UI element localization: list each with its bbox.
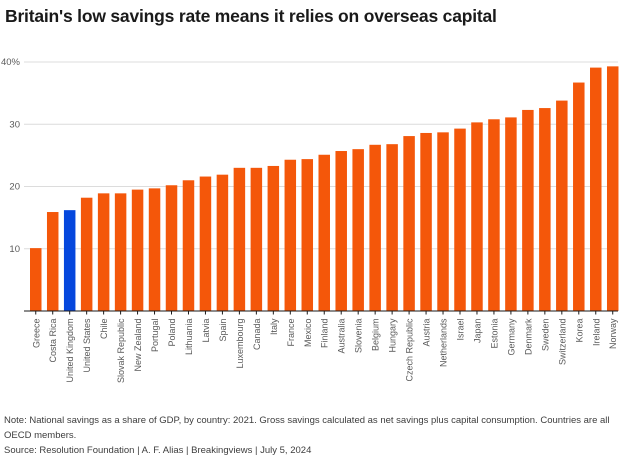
bar-netherlands (437, 132, 449, 311)
bar-belgium (369, 144, 381, 311)
x-axis-label: Costa Rica (48, 319, 58, 363)
bar-ireland (590, 67, 602, 311)
bar-australia (335, 151, 347, 311)
bar-italy (267, 165, 280, 311)
bar-costa-rica (46, 212, 59, 311)
x-axis-label: Poland (167, 319, 177, 347)
bar-united-states (80, 197, 93, 311)
bar-greece (30, 248, 42, 311)
x-axis-label: Ireland (591, 319, 601, 347)
x-axis-label: Portugal (150, 319, 160, 353)
bar-chart: 10 20 30 40% Greece Costa Rica United Kingdom U… (1, 57, 619, 383)
x-axis-label: Hungary (388, 318, 398, 353)
bar-united-kingdom (63, 210, 76, 311)
bar-slovak-republic (114, 193, 127, 311)
bar-japan (471, 122, 483, 311)
x-axis-label: Sweden (540, 319, 550, 352)
x-axis-label: Luxembourg (235, 319, 245, 369)
x-axis-label: Austria (422, 319, 432, 347)
x-axis-label: France (286, 319, 296, 347)
x-axis-label: Belgium (371, 319, 381, 352)
bar-canada (250, 167, 263, 311)
bar-norway (606, 66, 619, 311)
x-axis-label: Spain (218, 319, 228, 342)
bar-mexico (301, 159, 314, 311)
bar-estonia (488, 119, 500, 312)
x-axis-label: Italy (269, 318, 279, 335)
x-axis-label: Chile (99, 319, 109, 340)
x-axis-label: Czech Republic (405, 318, 415, 382)
bar-new-zealand (131, 189, 144, 311)
bar-czech-republic (403, 136, 415, 311)
bar-hungary (386, 144, 398, 311)
bar-switzerland (556, 100, 568, 311)
y-axis-tick-label: 40% (1, 57, 21, 68)
x-axis-label: Canada (252, 319, 262, 351)
x-axis-label: United States (82, 318, 92, 373)
x-axis-label: Slovak Republic (116, 318, 126, 383)
x-axis-label: Israel (456, 319, 466, 341)
x-axis-label: New Zealand (133, 319, 143, 372)
x-axis-label: Estonia (489, 319, 499, 349)
x-axis-label: Lithuania (184, 319, 194, 356)
x-axis-label: Finland (320, 319, 330, 349)
x-axis-label: Norway (608, 318, 618, 349)
x-axis-label: Slovenia (354, 319, 364, 354)
bar-denmark (522, 109, 534, 311)
bar-sweden (539, 108, 551, 311)
bar-luxembourg (233, 167, 246, 311)
x-axis-label: Mexico (303, 319, 313, 348)
x-axis-label: Switzerland (557, 319, 567, 366)
bar-chile (97, 193, 110, 311)
bar-poland (165, 185, 178, 311)
x-axis-label: Netherlands (439, 318, 449, 367)
x-axis-label: Denmark (523, 318, 533, 355)
x-axis-label: Australia (337, 319, 347, 354)
x-axis-label: Korea (574, 319, 584, 343)
bar-finland (318, 154, 330, 311)
bar-slovenia (352, 149, 364, 311)
chart-title: Britain's low savings rate means it reli… (5, 6, 497, 26)
y-axis-tick-label: 10 (9, 244, 20, 255)
bar-germany (505, 117, 517, 311)
bar-israel (454, 128, 466, 311)
x-axis-label: Latvia (201, 319, 211, 343)
bar-latvia (199, 176, 212, 311)
chart-note: Note: National savings as a share of GDP… (4, 415, 610, 441)
bar-spain (216, 174, 229, 311)
y-axis-tick-label: 30 (9, 119, 20, 130)
bar-lithuania (182, 180, 195, 311)
chart-source: Source: Resolution Foundation | A. F. Al… (4, 445, 312, 456)
bar-korea (573, 82, 585, 311)
bar-france (284, 159, 297, 311)
x-axis-label: United Kingdom (65, 319, 75, 383)
x-axis-label: Germany (506, 318, 516, 356)
bar-portugal (148, 188, 161, 311)
bar-austria (420, 132, 432, 311)
x-axis-label: Greece (31, 319, 41, 349)
y-axis-tick-label: 20 (9, 182, 20, 193)
x-axis-label: Japan (472, 319, 482, 344)
